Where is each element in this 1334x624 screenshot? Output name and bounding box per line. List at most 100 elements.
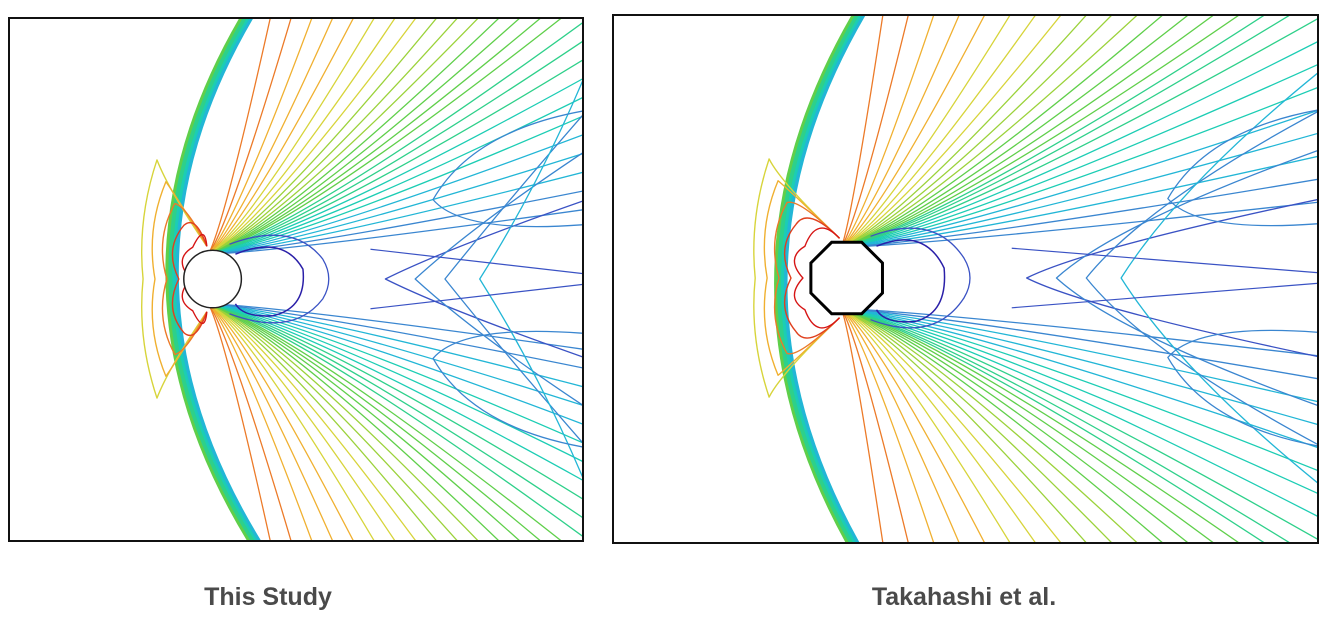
expansion-contour [208,302,479,540]
wake-v-contour [384,200,582,358]
contour-plot-takahashi [612,14,1319,544]
expansion-contour [208,302,582,537]
expansion-contour [208,302,582,444]
expansion-contour [840,308,884,542]
wake-contour [1011,282,1317,309]
caption-takahashi: Takahashi et al. [871,583,1057,611]
expansion-contour [841,307,1317,426]
expansion-contour [841,307,1062,542]
expansion-contour [208,19,562,256]
contour-plot-this-study [8,17,584,542]
expansion-contour [207,303,292,540]
bow-shock-band [781,16,866,542]
contour-plot-left-svg [141,19,582,540]
expansion-contour [841,16,1265,249]
expansion-contour [841,64,1317,249]
expansion-contour [207,302,375,540]
expansion-contour [841,16,1214,249]
expansion-contour [841,307,1317,540]
expansion-contour [208,19,499,256]
expansion-contour [840,308,909,542]
expansion-contour [207,19,396,256]
expansion-contour [207,19,333,256]
expansion-contour [208,41,582,256]
expansion-contour [840,307,960,542]
expansion-contour [841,16,1163,249]
expansion-contour [208,302,582,481]
expansion-contour [207,19,375,256]
expansion-contour [841,16,1138,249]
expansion-contour [841,307,1239,542]
expansion-contour [841,41,1317,249]
bow-shock-band [170,19,258,540]
expansion-contour [208,19,541,256]
expansion-contour [841,178,1317,249]
wake-v-contour [414,152,582,406]
expansion-contour [208,302,582,425]
expansion-contour [840,307,1036,542]
expansion-contour [207,302,354,540]
wake-v-contour [1120,72,1317,484]
expansion-contour [840,16,1011,249]
expansion-contour [207,19,416,256]
wake-lobe-contour [1167,329,1317,447]
stagnation-contour [773,201,841,355]
expansion-contour [207,302,333,540]
expansion-contour [841,155,1317,249]
expansion-contour [208,22,582,256]
expansion-contour [208,302,582,406]
expansion-contour [841,16,1087,249]
expansion-contour [841,307,1163,542]
expansion-contour [841,307,1317,448]
expansion-contour [208,302,582,500]
expansion-contour [840,307,935,542]
expansion-contour [841,307,1317,494]
expansion-contour [840,16,935,249]
expansion-contour [208,302,582,518]
expansion-contour [840,307,985,542]
expansion-contour [841,307,1317,357]
bow-shock-band [167,19,255,540]
expansion-contour [840,16,1036,249]
bow-shock-band [779,16,862,542]
expansion-contour [208,171,582,256]
expansion-contour [841,307,1317,471]
octagon-body [809,240,884,316]
wake-lobe-contour [432,110,582,228]
wake-v-contour [1055,150,1317,406]
expansion-contour [208,302,582,462]
expansion-contour [841,307,1290,542]
expansion-contour [208,59,582,256]
stagnation-contour [141,159,208,399]
expansion-contour [840,307,1011,542]
expansion-contour [208,153,582,256]
caption-this-study: This Study [204,583,332,611]
expansion-contour [841,307,1214,542]
wake-contour [229,234,330,324]
bow-shock-band [774,16,855,542]
stagnation-contour [793,227,841,329]
expansion-contour [207,19,313,255]
wake-v-contour [444,115,582,443]
expansion-contour [841,307,1138,542]
stagnation-contour [784,217,841,339]
expansion-contour [208,134,582,256]
stagnation-contour [161,202,208,356]
expansion-contour [207,302,437,540]
wake-v-contour [479,80,582,478]
expansion-contour [207,302,416,540]
expansion-contour [208,302,541,540]
bow-shock-band [172,19,261,540]
stagnation-contour [151,181,208,377]
expansion-contour [207,303,271,540]
expansion-contour [207,19,437,256]
wake-contour [870,227,971,329]
contour-plot-right-svg [753,16,1317,542]
expansion-contour [207,19,271,255]
expansion-contour [841,16,1061,249]
expansion-contour [841,307,1188,542]
expansion-contour [841,16,1112,249]
wake-contour [370,283,582,310]
expansion-contour [841,87,1317,249]
expansion-contour [207,302,458,540]
